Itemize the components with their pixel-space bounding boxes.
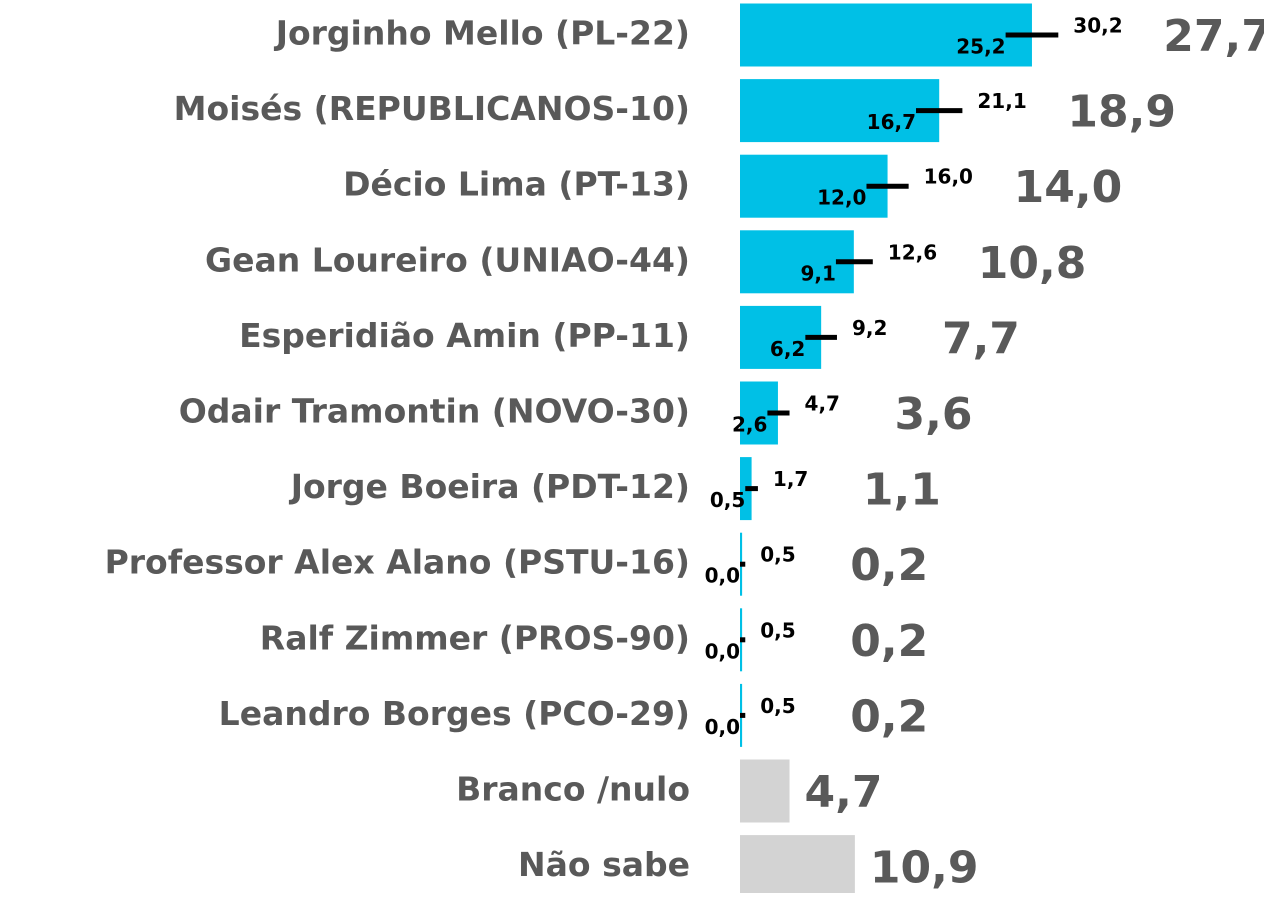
- value-label: 0,2: [850, 616, 928, 667]
- upper-label: 9,2: [852, 316, 887, 340]
- value-label: 14,0: [1014, 162, 1123, 213]
- value-label: 0,2: [850, 540, 928, 591]
- category-label: Jorge Boeira (PDT-12): [289, 467, 690, 506]
- value-label: 18,9: [1067, 87, 1176, 138]
- bar: [740, 759, 790, 823]
- value-label: 0,2: [850, 691, 928, 742]
- lower-label: 2,6: [732, 413, 767, 437]
- lower-label: 9,1: [800, 261, 835, 285]
- category-label: Branco /nulo: [456, 770, 690, 809]
- upper-label: 0,5: [760, 618, 795, 642]
- upper-label: 4,7: [805, 392, 840, 416]
- bar: [740, 230, 854, 294]
- category-label: Esperidião Amin (PP-11): [239, 316, 690, 355]
- upper-label: 16,0: [924, 165, 973, 189]
- value-label: 10,9: [870, 843, 979, 893]
- upper-label: 21,1: [977, 89, 1026, 113]
- lower-label: 6,2: [770, 337, 805, 361]
- category-label: Odair Tramontin (NOVO-30): [179, 392, 690, 431]
- category-label: Leandro Borges (PCO-29): [219, 694, 690, 733]
- upper-label: 1,7: [773, 467, 808, 491]
- bar: [740, 79, 940, 143]
- category-label: Moisés (REPUBLICANOS-10): [174, 89, 690, 128]
- value-label: 27,7: [1163, 11, 1264, 62]
- upper-label: 0,5: [760, 543, 795, 567]
- lower-label: 0,5: [710, 488, 745, 512]
- upper-label: 30,2: [1073, 14, 1122, 38]
- category-label: Gean Loureiro (UNIAO-44): [205, 240, 690, 279]
- lower-label: 16,7: [867, 110, 916, 134]
- lower-label: 0,0: [705, 639, 740, 663]
- lower-label: 0,0: [705, 715, 740, 739]
- value-label: 4,7: [805, 767, 883, 818]
- upper-label: 0,5: [760, 694, 795, 718]
- lower-label: 0,0: [705, 564, 740, 588]
- bar: [740, 154, 888, 218]
- bar: [740, 835, 855, 897]
- category-label: Décio Lima (PT-13): [343, 165, 690, 204]
- lower-label: 12,0: [817, 186, 866, 210]
- category-label: Não sabe: [518, 845, 690, 884]
- bar: [740, 3, 1032, 67]
- value-label: 3,6: [895, 389, 973, 440]
- value-label: 10,8: [978, 238, 1087, 289]
- upper-label: 12,6: [888, 240, 937, 264]
- category-label: Jorginho Mello (PL-22): [274, 14, 690, 53]
- lower-label: 25,2: [956, 35, 1005, 59]
- category-label: Ralf Zimmer (PROS-90): [260, 618, 690, 657]
- value-label: 1,1: [863, 465, 941, 516]
- value-label: 7,7: [942, 313, 1020, 364]
- category-label: Professor Alex Alano (PSTU-16): [105, 543, 690, 582]
